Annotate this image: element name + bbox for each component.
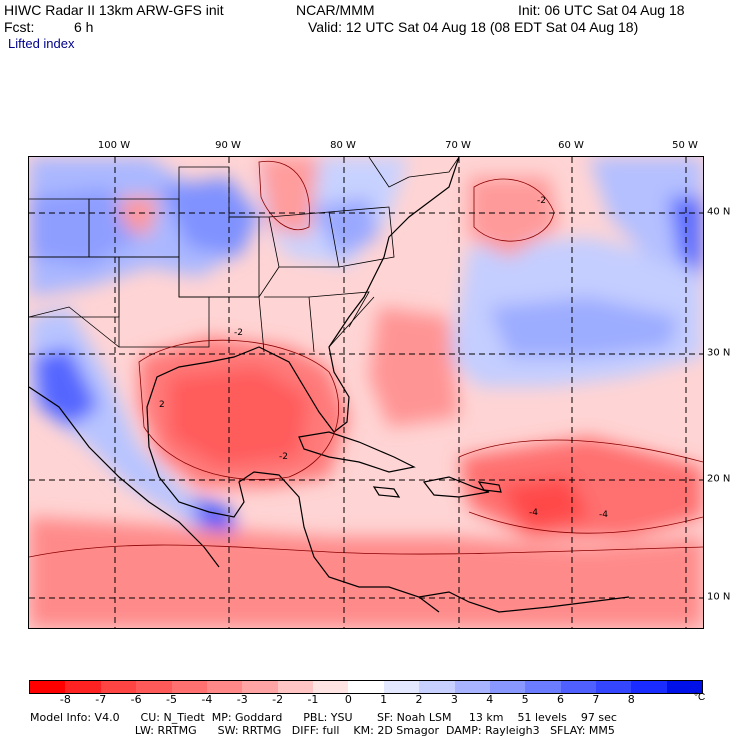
contour-label: -4 <box>599 510 608 520</box>
stable-region-mexico <box>29 307 259 557</box>
lon-label-100w: 100 W <box>97 140 131 151</box>
forecast-label: Fcst: <box>4 19 35 35</box>
model-title: HIWC Radar II 13km ARW-GFS init <box>4 2 224 18</box>
colorbar-tick-label: 7 <box>592 693 600 706</box>
colorbar-segment <box>313 681 349 693</box>
colorbar-segment <box>560 681 596 693</box>
organization: NCAR/MMM <box>296 2 375 18</box>
contour-label: -2 <box>537 196 546 206</box>
colorbar-segment <box>454 681 490 693</box>
colorbar-tick-label: -5 <box>165 693 177 706</box>
contour-label: -4 <box>529 508 538 518</box>
model-info-line2: LW: RRTMG SW: RRTMG DIFF: full KM: 2D Sm… <box>30 724 615 737</box>
colorbar-tick-label: 5 <box>521 693 529 706</box>
colorbar-tick-label: -2 <box>272 693 284 706</box>
init-time: Init: 06 UTC Sat 04 Aug 18 <box>518 2 685 18</box>
colorbar-segment <box>136 681 172 693</box>
contour-label: -2 <box>279 452 288 462</box>
colorbar-tick-label: -8 <box>59 693 71 706</box>
colorbar-tick-label: 1 <box>380 693 388 706</box>
lifted-index-field <box>29 157 703 628</box>
colorbar-tick-label: 0 <box>344 693 352 706</box>
colorbar-tick-label: 3 <box>450 693 458 706</box>
lon-label-50w: 50 W <box>672 140 698 151</box>
lifted-index-map: -2 -2 -2 -4 -4 2 <box>28 156 704 629</box>
colorbar-tick-label: -4 <box>201 693 213 706</box>
lon-label-90w: 90 W <box>215 140 241 151</box>
colorbar-segment <box>206 681 243 693</box>
contours <box>29 160 703 558</box>
contour-label: 2 <box>159 400 165 410</box>
forecast-hour: 6 h <box>74 19 94 35</box>
colorbar-segment <box>171 681 207 693</box>
colorbar-segment <box>666 681 703 693</box>
colorbar-segment <box>242 681 278 693</box>
contour-label: -2 <box>234 328 243 338</box>
lat-label-30n: 30 N <box>707 347 731 359</box>
colorbar-tick-label: 4 <box>486 693 494 706</box>
colorbar-segment <box>631 681 667 693</box>
model-info-line1: Model Info: V4.0 CU: N_Tiedt MP: Goddard… <box>30 711 617 724</box>
colorbar-unit: °C <box>694 692 706 703</box>
colorbar-segment <box>596 681 632 693</box>
lat-label-10n: 10 N <box>707 591 731 603</box>
colorbar-tick-label: -6 <box>130 693 142 706</box>
field-name: Lifted index <box>8 36 75 51</box>
colorbar-segment <box>419 681 455 693</box>
colorbar-tick-label: 8 <box>627 693 635 706</box>
lon-label-60w: 60 W <box>558 140 584 151</box>
colorbar-segment <box>383 681 420 693</box>
lon-label-70w: 70 W <box>445 140 471 151</box>
colorbar-segment <box>65 681 101 693</box>
lat-label-40n: 40 N <box>707 206 731 218</box>
colorbar-segment <box>100 681 137 693</box>
colorbar-tick-label: 6 <box>557 693 565 706</box>
latlon-grid <box>29 157 703 628</box>
lon-label-80w: 80 W <box>330 140 356 151</box>
colorbar-segment <box>525 681 561 693</box>
colorbar-tick-label: -7 <box>95 693 107 706</box>
coastlines <box>29 157 630 613</box>
colorbar-tick-label: -1 <box>307 693 319 706</box>
state-borders <box>29 157 460 353</box>
colorbar <box>29 680 703 694</box>
colorbar-segment <box>277 681 313 693</box>
colorbar-tick-label: -3 <box>236 693 248 706</box>
colorbar-tick-label: 2 <box>415 693 423 706</box>
valid-time: Valid: 12 UTC Sat 04 Aug 18 (08 EDT Sat … <box>308 19 639 35</box>
colorbar-segment <box>348 681 384 693</box>
colorbar-segment <box>30 681 66 693</box>
colorbar-segment <box>489 681 526 693</box>
lat-label-20n: 20 N <box>707 473 731 485</box>
